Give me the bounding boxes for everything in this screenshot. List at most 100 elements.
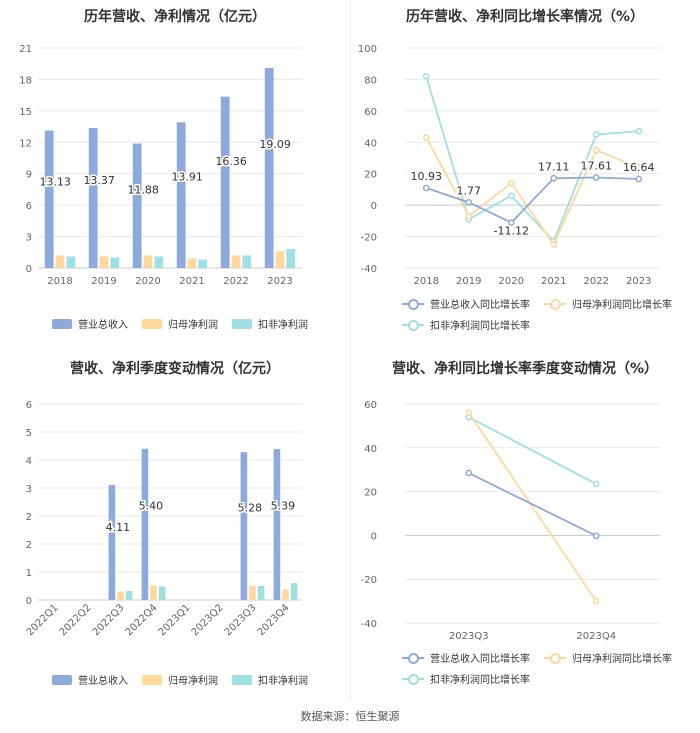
bar-deducted [257, 586, 265, 600]
legend-netprofit-growth[interactable]: 归母净利润同比增长率 [544, 296, 672, 311]
y-tick-label: 80 [364, 75, 377, 86]
data-label: 13.37 [83, 174, 115, 187]
x-tick-label: 2021 [541, 276, 566, 287]
legend-swatch [52, 674, 72, 685]
data-label: 5.28 [238, 501, 263, 514]
point-revenue [422, 184, 430, 192]
point-netprofit [635, 164, 643, 171]
legend-netprofit[interactable]: 归母净利润 [142, 672, 218, 687]
legend-swatch [402, 319, 424, 331]
bar-deducted [198, 259, 208, 268]
x-tick-label: 2020 [499, 276, 524, 287]
x-tick-label: 2022Q3 [91, 602, 127, 638]
y-tick-label: 18 [19, 75, 32, 86]
point-deducted [592, 131, 600, 138]
legend-label: 营业总收入同比增长率 [430, 654, 530, 665]
point-netprofit [465, 212, 473, 220]
y-tick-label: -40 [361, 264, 377, 275]
bar-netprofit [187, 258, 197, 268]
data-label: 4.11 [106, 521, 131, 534]
legend-label: 扣非净利润同比增长率 [430, 321, 530, 332]
legend-deducted-growth[interactable]: 扣非净利润同比增长率 [402, 671, 530, 686]
x-tick-label: 2020 [135, 276, 160, 287]
legend-swatch [402, 298, 424, 310]
data-label: 5.39 [271, 499, 296, 512]
data-label: -11.12 [494, 225, 529, 238]
data-label: 19.09 [259, 138, 291, 151]
y-tick-label: 1 [26, 568, 32, 579]
point-revenue [465, 469, 473, 477]
bar-deducted [125, 591, 133, 600]
bar-revenue [141, 448, 149, 600]
x-tick-label: 2023 [267, 276, 292, 287]
legend-deducted-growth[interactable]: 扣非净利润同比增长率 [402, 317, 530, 332]
y-tick-label: 6 [26, 201, 32, 212]
legend-swatch [544, 298, 566, 310]
bar-deducted [290, 583, 298, 600]
x-tick-label: 2023Q4 [256, 602, 292, 638]
bar-deducted [286, 249, 296, 268]
line-revenue [425, 176, 639, 224]
legend: 营业总收入同比增长率 归母净利润同比增长率 扣非净利润同比增长率 [402, 650, 700, 692]
y-tick-label: 40 [364, 138, 377, 149]
x-tick-label: 2023 [626, 276, 651, 287]
y-tick-label: -40 [361, 619, 377, 630]
data-label: 17.11 [538, 160, 570, 173]
y-tick-label: 6 [26, 400, 32, 411]
point-netprofit [592, 146, 600, 154]
legend-revenue[interactable]: 营业总收入 [52, 316, 128, 331]
legend-revenue-growth[interactable]: 营业总收入同比增长率 [402, 650, 530, 665]
point-deducted [422, 72, 430, 80]
bar-netprofit [55, 255, 65, 268]
bar-revenue [88, 127, 98, 268]
legend-label: 扣非净利润 [258, 320, 308, 331]
y-tick-label: -20 [361, 233, 377, 244]
quarter-line-panel: 营收、净利同比增长率季度变动情况（%） -40 -20 0 20 40 60 2023Q3 2… [350, 350, 700, 700]
x-tick-label: 2019 [91, 276, 116, 287]
bar-netprofit [150, 585, 157, 600]
bar-revenue [240, 452, 248, 600]
legend-revenue-growth[interactable]: 营业总收入同比增长率 [402, 296, 530, 311]
data-label: 13.91 [171, 171, 203, 184]
annual-line-chart: -40 -20 0 20 40 60 80 100 2018 2019 2020 2021 2022 20… [358, 44, 660, 287]
line-netprofit [468, 412, 597, 602]
x-tick-label: 2022Q1 [25, 602, 61, 638]
x-tick-label: 2021 [179, 276, 204, 287]
data-label: 1.77 [457, 184, 482, 197]
y-tick-label: 40 [364, 444, 377, 455]
bar-revenue [132, 143, 142, 268]
line-revenue [468, 472, 597, 537]
legend-deducted[interactable]: 扣非净利润 [232, 672, 308, 687]
line-netprofit [425, 137, 640, 247]
point-revenue [592, 174, 600, 181]
x-tick-label: 2022 [584, 276, 609, 287]
x-tick-label: 2023Q1 [157, 602, 193, 638]
legend-netprofit-growth[interactable]: 归母净利润同比增长率 [544, 650, 672, 665]
legend-label: 归母净利润 [168, 676, 218, 687]
annual-bar-panel: 历年营收、净利情况（亿元） 0 3 6 9 12 15 18 21 13.13 2018 13.37… [0, 0, 350, 350]
legend: 营业总收入 归母净利润 扣非净利润 [52, 672, 342, 693]
bar-netprofit [99, 256, 109, 268]
legend-deducted[interactable]: 扣非净利润 [232, 316, 308, 331]
legend-label: 归母净利润同比增长率 [572, 654, 672, 665]
x-tick-label: 2022Q4 [124, 602, 160, 638]
legend-label: 扣非净利润 [258, 676, 308, 687]
y-tick-label: 15 [19, 107, 32, 118]
point-deducted [592, 480, 600, 488]
y-tick-label: 2 [26, 512, 32, 523]
legend-netprofit[interactable]: 归母净利润 [142, 316, 218, 331]
chart-title: 历年营收、净利情况（亿元） [84, 9, 266, 25]
x-tick-label: 2023Q3 [449, 631, 489, 642]
x-tick-label: 2022Q2 [58, 602, 94, 638]
legend-swatch [52, 318, 72, 329]
y-tick-label: 20 [364, 170, 377, 181]
legend: 营业总收入同比增长率 归母净利润同比增长率 扣非净利润同比增长率 [402, 296, 700, 338]
bar-deducted [110, 257, 120, 268]
bar-revenue [44, 130, 54, 268]
y-tick-label: 4 [26, 456, 32, 467]
legend-swatch [402, 673, 424, 685]
legend-swatch [232, 318, 252, 329]
point-revenue [592, 532, 600, 540]
legend-revenue[interactable]: 营业总收入 [52, 672, 128, 687]
